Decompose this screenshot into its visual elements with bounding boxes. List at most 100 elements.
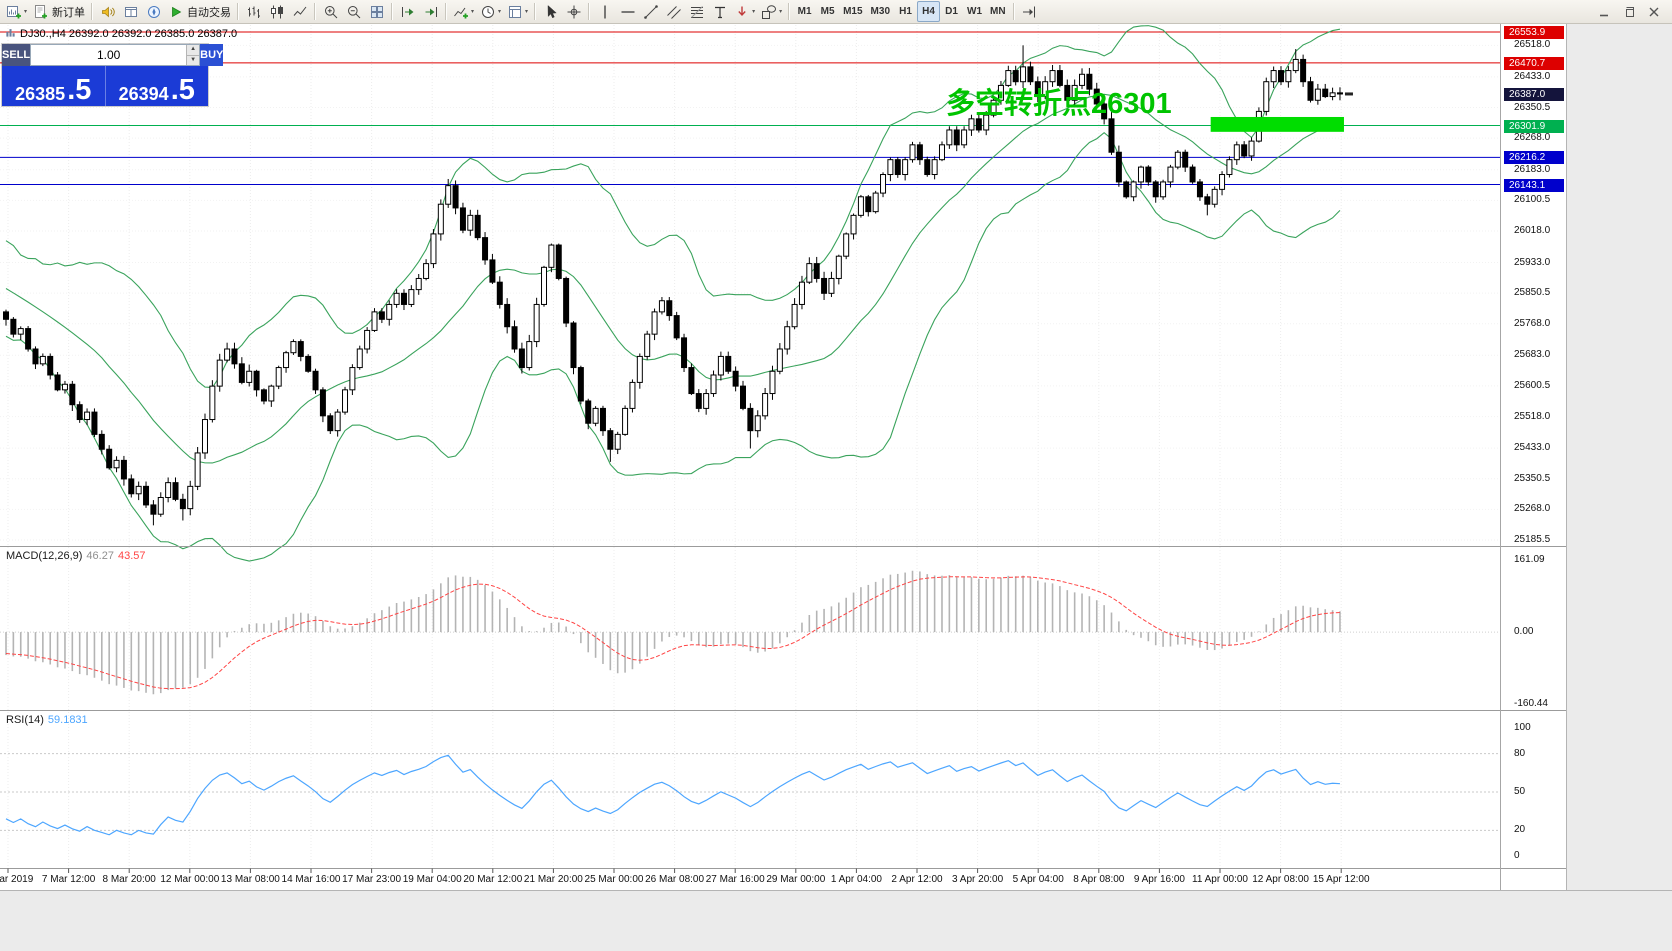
candle: [747, 407, 754, 432]
text-button[interactable]: [708, 1, 731, 22]
timeframe-m5-button[interactable]: M5: [816, 1, 839, 22]
volume-down-button[interactable]: ▼: [187, 54, 200, 65]
price-tick: 25350.5: [1514, 472, 1551, 484]
close-button[interactable]: [1642, 1, 1665, 22]
candle: [518, 348, 525, 369]
autotrading-icon: [168, 4, 184, 20]
zoom-out-button[interactable]: [342, 1, 365, 22]
volume-input[interactable]: [31, 45, 187, 65]
crosshair-button[interactable]: [562, 1, 585, 22]
candle: [1108, 118, 1115, 153]
candle: [931, 159, 938, 176]
timeframe-mn-button[interactable]: MN: [986, 1, 1010, 22]
time-axis[interactable]: 6 Mar 2019 7 Mar 12:00 8 Mar 20:00 12 Mar 0…: [0, 872, 1500, 889]
time-axis-label: 13 Mar 08:00: [220, 874, 280, 885]
volume-up-button[interactable]: ▲: [187, 45, 200, 55]
timeframe-h4-button[interactable]: H4: [917, 1, 940, 22]
sell-price-main: 26385: [15, 84, 66, 104]
bar-chart-button[interactable]: [242, 1, 265, 22]
arrows-button[interactable]: ▾: [731, 1, 758, 22]
time-axis-label: 12 Mar 00:00: [160, 874, 220, 885]
time-axis-label: 17 Mar 23:00: [342, 874, 402, 885]
candle: [231, 348, 238, 365]
minimize-icon: [1596, 4, 1612, 20]
new-chart-button[interactable]: ▾: [3, 1, 30, 22]
indicators-button[interactable]: ▾: [450, 1, 477, 22]
timeframe-d1-button[interactable]: D1: [940, 1, 963, 22]
candle: [1137, 166, 1144, 183]
timeframe-h1-button[interactable]: H1: [894, 1, 917, 22]
candle: [1020, 66, 1027, 83]
candle: [106, 448, 113, 469]
price-tag: 26553.9: [1504, 26, 1564, 39]
candle: [975, 118, 982, 131]
timeframe-w1-button[interactable]: W1: [963, 1, 986, 22]
candle: [1322, 88, 1329, 98]
timeframe-m30-button[interactable]: M30: [867, 1, 894, 22]
candle: [961, 129, 968, 146]
cursor-button[interactable]: [539, 1, 562, 22]
vertical-line-button[interactable]: [593, 1, 616, 22]
chart-shift-icon: [1021, 4, 1037, 20]
candle: [850, 214, 857, 235]
candle: [1115, 151, 1122, 183]
toolbar-separator: [314, 3, 317, 20]
order-price-panel: 26385.5 26394.5: [2, 66, 208, 106]
new-order-label: 新订单: [52, 6, 86, 19]
price-scale[interactable]: 26518.0 26433.0 26350.5 26268.0 26183.0 26100…: [1500, 24, 1566, 890]
timeframe-m1-button[interactable]: M1: [793, 1, 816, 22]
restore-button[interactable]: [1617, 1, 1640, 22]
toolbar-separator: [1012, 3, 1015, 20]
candle: [393, 292, 400, 305]
minimize-button[interactable]: [1592, 1, 1615, 22]
candle: [1145, 166, 1152, 183]
toolbar-separator: [588, 3, 591, 20]
chart-annotation[interactable]: 多空转折点26301: [946, 88, 1172, 120]
buy-price[interactable]: 26394.5: [106, 66, 209, 106]
tile-windows-button[interactable]: [365, 1, 388, 22]
candle: [533, 303, 540, 343]
candle: [1314, 88, 1321, 101]
timeframe-m15-button[interactable]: M15: [839, 1, 866, 22]
new-order-button[interactable]: 新订单: [30, 1, 88, 22]
sell-price[interactable]: 26385.5: [2, 66, 106, 106]
data-window-button[interactable]: [119, 1, 142, 22]
chart-canvas[interactable]: [0, 0, 1672, 890]
trendline-button[interactable]: [639, 1, 662, 22]
horizontal-line-button[interactable]: [616, 1, 639, 22]
candle: [1093, 88, 1100, 105]
candle: [924, 159, 931, 176]
price-tag: 26143.1: [1504, 178, 1564, 192]
price-tick: 25768.0: [1514, 317, 1551, 329]
market-watch-button[interactable]: [96, 1, 119, 22]
candlestick-chart-button[interactable]: [265, 1, 288, 22]
candle: [437, 203, 444, 235]
templates-button[interactable]: ▾: [504, 1, 531, 22]
equidistant-channel-button[interactable]: [662, 1, 685, 22]
candle: [10, 318, 17, 335]
sell-button[interactable]: SELL: [2, 44, 31, 66]
candle: [297, 341, 304, 357]
candle: [172, 482, 179, 500]
price-tick: 25518.0: [1514, 410, 1551, 422]
line-chart-button[interactable]: [288, 1, 311, 22]
scroll-to-end-button[interactable]: [396, 1, 419, 22]
zoom-in-button[interactable]: [319, 1, 342, 22]
tile-windows-icon: [369, 4, 385, 20]
candle: [629, 381, 636, 409]
navigator-button[interactable]: [142, 1, 165, 22]
shapes-button[interactable]: ▾: [758, 1, 785, 22]
candle: [39, 355, 46, 365]
candle: [798, 281, 805, 305]
highlight-rectangle[interactable]: [1210, 116, 1344, 132]
candle: [150, 504, 157, 515]
fibonacci-button[interactable]: [685, 1, 708, 22]
time-axis-label: 8 Mar 20:00: [102, 874, 156, 885]
periods-button[interactable]: ▾: [477, 1, 504, 22]
time-axis-label: 25 Mar 00:00: [584, 874, 644, 885]
auto-scroll-button[interactable]: [419, 1, 442, 22]
autotrading-button[interactable]: 自动交易: [165, 1, 234, 22]
chart-shift-button[interactable]: [1018, 1, 1041, 22]
buy-button[interactable]: BUY: [200, 44, 224, 66]
